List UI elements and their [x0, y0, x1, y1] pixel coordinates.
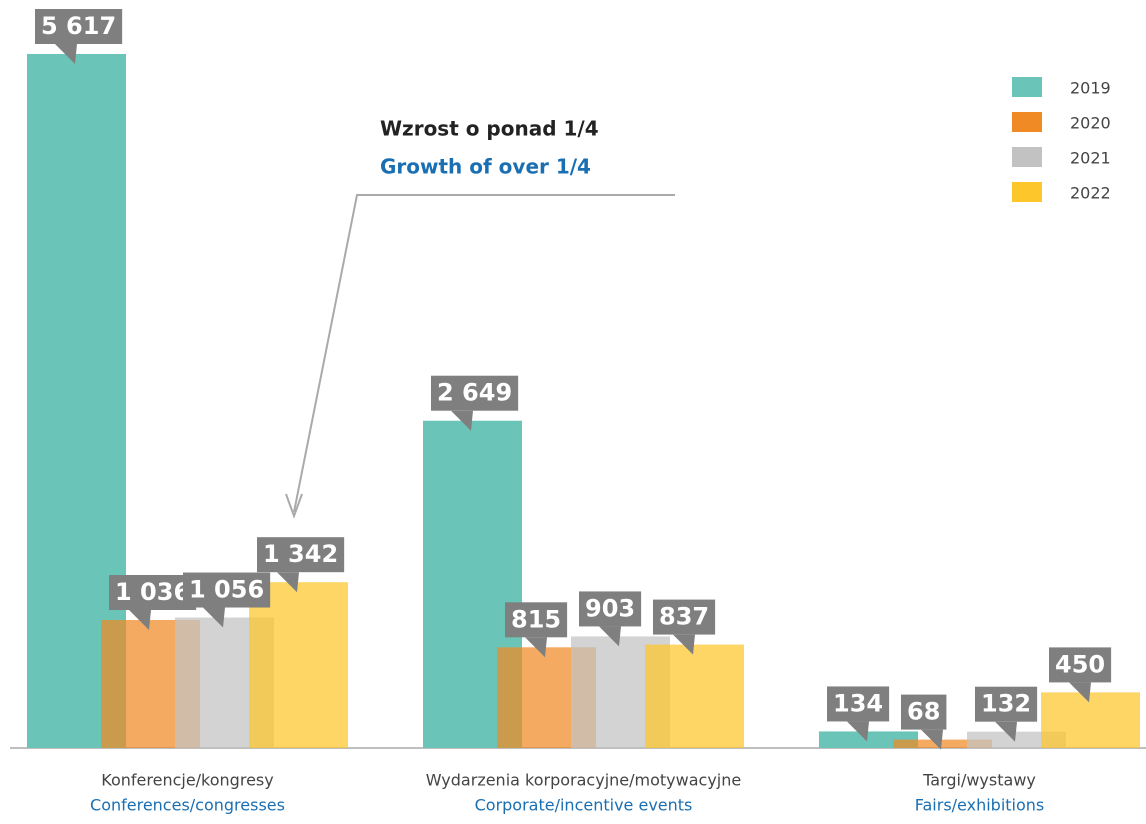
bar — [1041, 692, 1140, 748]
legend-label: 2022 — [1070, 184, 1111, 203]
bar — [645, 644, 744, 748]
value-label: 1 036 — [115, 578, 190, 606]
value-label-box — [579, 591, 642, 627]
annotation-line — [293, 194, 675, 513]
value-label: 1 342 — [263, 540, 338, 568]
value-label: 903 — [585, 594, 635, 622]
value-label-pointer — [599, 626, 621, 647]
category-translation: Fairs/exhibitions — [915, 796, 1045, 815]
value-label: 1 056 — [189, 576, 264, 604]
value-label-box — [257, 537, 345, 573]
value-label-box — [653, 599, 716, 635]
legend-swatch — [1012, 147, 1042, 167]
value-label-pointer — [1069, 682, 1091, 703]
category-translation: Conferences/congresses — [90, 796, 285, 815]
value-label-pointer — [277, 572, 299, 593]
value-label-pointer — [129, 609, 151, 630]
value-label-pointer — [451, 410, 473, 431]
value-label-box — [827, 686, 890, 722]
value-label-pointer — [203, 607, 225, 628]
category-label: Targi/wystawy — [922, 771, 1036, 790]
legend-swatch — [1012, 182, 1042, 202]
value-label-box — [431, 375, 519, 411]
value-label-pointer — [995, 721, 1017, 742]
legend-swatch — [1012, 77, 1042, 97]
value-label: 68 — [907, 698, 940, 726]
value-label: 132 — [981, 690, 1031, 718]
value-label-pointer — [673, 634, 695, 655]
value-label-box — [183, 572, 271, 608]
value-label-box — [901, 694, 947, 730]
value-label: 450 — [1055, 650, 1105, 678]
value-label: 5 617 — [41, 12, 116, 40]
category-label: Konferencje/kongresy — [101, 771, 273, 790]
value-label-pointer — [847, 721, 869, 742]
annotation-translation: Growth of over 1/4 — [380, 155, 591, 179]
annotation-arrow — [285, 493, 303, 519]
value-label-box — [975, 686, 1038, 722]
value-label: 134 — [833, 689, 883, 717]
bar — [893, 739, 992, 748]
value-label: 837 — [659, 603, 709, 631]
value-label-box — [505, 602, 568, 638]
legend-label: 2021 — [1070, 149, 1111, 168]
value-label-box — [1049, 647, 1112, 683]
legend-swatch — [1012, 112, 1042, 132]
value-label-box — [109, 574, 197, 610]
legend-label: 2019 — [1070, 79, 1111, 98]
legend-label: 2020 — [1070, 114, 1111, 133]
category-translation: Corporate/incentive events — [475, 796, 693, 815]
value-label-box — [35, 9, 123, 44]
value-label-pointer — [525, 637, 547, 658]
annotation: Wzrost o ponad 1/4 — [380, 117, 599, 141]
category-label: Wydarzenia korporacyjne/motywacyjne — [426, 771, 741, 790]
value-label: 815 — [511, 605, 561, 633]
value-label: 2 649 — [437, 379, 512, 407]
value-label-pointer — [55, 44, 77, 64]
bar — [249, 582, 348, 748]
value-label-pointer — [921, 729, 943, 750]
